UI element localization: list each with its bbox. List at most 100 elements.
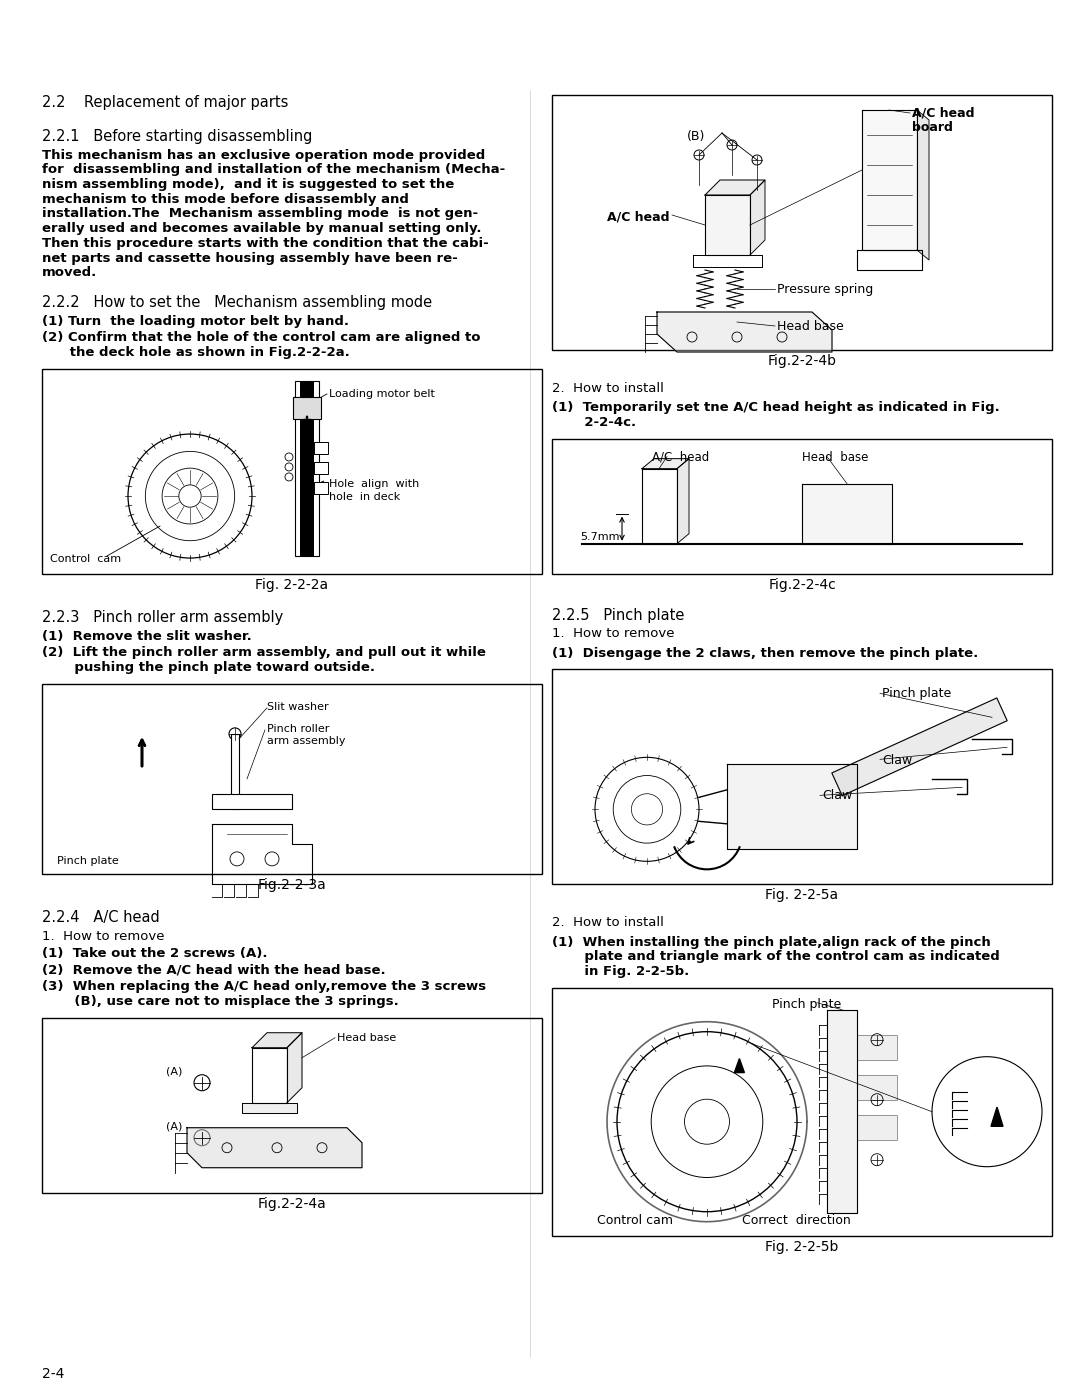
Bar (858, 1115, 897, 1140)
Text: 2.2.1   Before starting disassembling: 2.2.1 Before starting disassembling (42, 129, 312, 144)
Text: 2.2.2   How to set the   Mechanism assembling mode: 2.2.2 How to set the Mechanism assemblin… (42, 295, 432, 310)
Text: Correct  direction: Correct direction (742, 1214, 851, 1227)
Text: Fig. 2-2-5b: Fig. 2-2-5b (766, 1239, 839, 1253)
Text: (B): (B) (687, 130, 705, 142)
Bar (552, 95, 1052, 351)
Polygon shape (677, 458, 689, 543)
Bar (858, 1035, 897, 1060)
Text: Head  base: Head base (802, 451, 868, 464)
Text: 5.7mm: 5.7mm (580, 532, 620, 542)
Bar (858, 1074, 897, 1099)
Text: (1)  Temporarily set tne A/C head height as indicated in Fig.: (1) Temporarily set tne A/C head height … (552, 401, 1000, 414)
Text: Claw: Claw (882, 754, 913, 767)
Text: Pinch plate: Pinch plate (57, 856, 119, 866)
Text: (B), use care not to misplace the 3 springs.: (B), use care not to misplace the 3 spri… (42, 995, 399, 1009)
Text: A/C head: A/C head (607, 210, 670, 224)
Bar (300, 381, 314, 556)
Text: board: board (912, 122, 953, 134)
Text: 2.2.5   Pinch plate: 2.2.5 Pinch plate (552, 608, 685, 623)
Text: Loading motor belt: Loading motor belt (329, 388, 435, 400)
Text: Hole  align  with: Hole align with (329, 479, 419, 489)
Bar (314, 482, 328, 495)
Text: A/C  head: A/C head (652, 451, 710, 464)
Text: Head base: Head base (777, 320, 843, 332)
Text: net parts and cassette housing assembly have been re-: net parts and cassette housing assembly … (42, 251, 458, 264)
Polygon shape (750, 180, 765, 256)
Text: 2.  How to install: 2. How to install (552, 916, 664, 929)
Text: This mechanism has an exclusive operation mode provided: This mechanism has an exclusive operatio… (42, 148, 485, 162)
Bar (42, 685, 542, 875)
Text: plate and triangle mark of the control cam as indicated: plate and triangle mark of the control c… (552, 950, 1000, 964)
Polygon shape (187, 1127, 362, 1168)
Polygon shape (705, 196, 750, 256)
Polygon shape (657, 312, 832, 352)
Text: (3)  When replacing the A/C head only,remove the 3 screws: (3) When replacing the A/C head only,rem… (42, 981, 486, 993)
Text: Claw: Claw (822, 789, 852, 802)
Text: Head base: Head base (337, 1032, 396, 1042)
Text: hole  in deck: hole in deck (329, 492, 401, 502)
Text: 1.  How to remove: 1. How to remove (42, 929, 164, 943)
Text: Slit washer: Slit washer (267, 701, 328, 712)
Text: 2.2.4   A/C head: 2.2.4 A/C head (42, 909, 160, 925)
Text: moved.: moved. (42, 267, 97, 279)
Polygon shape (991, 1106, 1003, 1126)
Bar (295, 381, 319, 556)
Text: Control cam: Control cam (597, 1214, 673, 1227)
Bar (314, 462, 328, 474)
Text: (A): (A) (166, 1067, 183, 1077)
Text: (1) Turn  the loading motor belt by hand.: (1) Turn the loading motor belt by hand. (42, 314, 349, 328)
Text: nism assembling mode),  and it is suggested to set the: nism assembling mode), and it is suggest… (42, 177, 455, 191)
Text: Fig. 2-2-5a: Fig. 2-2-5a (766, 888, 838, 902)
Text: Pinch plate: Pinch plate (772, 997, 841, 1010)
Text: installation.The  Mechanism assembling mode  is not gen-: installation.The Mechanism assembling mo… (42, 207, 478, 221)
Text: Then this procedure starts with the condition that the cabi-: Then this procedure starts with the cond… (42, 237, 489, 250)
Polygon shape (827, 1010, 858, 1213)
Text: for  disassembling and installation of the mechanism (Mecha-: for disassembling and installation of th… (42, 163, 505, 176)
Text: Fig. 2-2-2a: Fig. 2-2-2a (256, 578, 328, 592)
Text: Fig.2-2-3a: Fig.2-2-3a (258, 877, 326, 891)
Polygon shape (917, 110, 929, 260)
Bar (552, 988, 1052, 1236)
Polygon shape (642, 458, 689, 468)
Polygon shape (242, 1102, 297, 1113)
Text: (1)  Take out the 2 screws (A).: (1) Take out the 2 screws (A). (42, 947, 268, 960)
Text: Control  cam: Control cam (50, 555, 121, 564)
Text: in Fig. 2-2-5b.: in Fig. 2-2-5b. (552, 965, 689, 978)
Polygon shape (287, 1032, 302, 1102)
Text: 2-2-4c.: 2-2-4c. (552, 416, 636, 429)
Text: 2.2    Replacement of major parts: 2.2 Replacement of major parts (42, 95, 288, 110)
Text: A/C head: A/C head (912, 108, 974, 120)
Polygon shape (705, 180, 765, 196)
Text: the deck hole as shown in Fig.2-2-2a.: the deck hole as shown in Fig.2-2-2a. (42, 346, 350, 359)
Text: Fig.2-2-4a: Fig.2-2-4a (258, 1197, 326, 1211)
Text: pushing the pinch plate toward outside.: pushing the pinch plate toward outside. (42, 661, 375, 675)
Text: 2-4: 2-4 (42, 1368, 65, 1382)
Text: (1)  Remove the slit washer.: (1) Remove the slit washer. (42, 630, 252, 643)
Text: Pressure spring: Pressure spring (777, 284, 874, 296)
Text: arm assembly: arm assembly (267, 736, 346, 746)
Polygon shape (832, 698, 1008, 796)
Text: Fig.2-2-4c: Fig.2-2-4c (768, 577, 836, 592)
Text: Fig.2-2-4b: Fig.2-2-4b (768, 353, 837, 367)
Text: (2)  Remove the A/C head with the head base.: (2) Remove the A/C head with the head ba… (42, 964, 386, 977)
Text: mechanism to this mode before disassembly and: mechanism to this mode before disassembl… (42, 193, 409, 205)
Polygon shape (862, 110, 917, 250)
Bar (552, 669, 1052, 884)
Bar (231, 733, 239, 809)
Text: (1)  When installing the pinch plate,align rack of the pinch: (1) When installing the pinch plate,alig… (552, 936, 990, 949)
Polygon shape (727, 764, 858, 849)
Text: Pinch roller: Pinch roller (267, 724, 329, 733)
Polygon shape (252, 1032, 302, 1048)
Bar (552, 439, 1052, 574)
Text: erally used and becomes available by manual setting only.: erally used and becomes available by man… (42, 222, 482, 235)
Text: (2) Confirm that the hole of the control cam are aligned to: (2) Confirm that the hole of the control… (42, 331, 481, 345)
Bar (293, 397, 321, 419)
Polygon shape (802, 483, 892, 543)
Text: 2.2.3   Pinch roller arm assembly: 2.2.3 Pinch roller arm assembly (42, 610, 283, 624)
Bar (300, 381, 314, 556)
Text: Pinch plate: Pinch plate (882, 687, 951, 700)
Bar (314, 441, 328, 454)
Text: 2.  How to install: 2. How to install (552, 381, 664, 395)
Text: 1.  How to remove: 1. How to remove (552, 627, 675, 640)
Bar (42, 369, 542, 574)
